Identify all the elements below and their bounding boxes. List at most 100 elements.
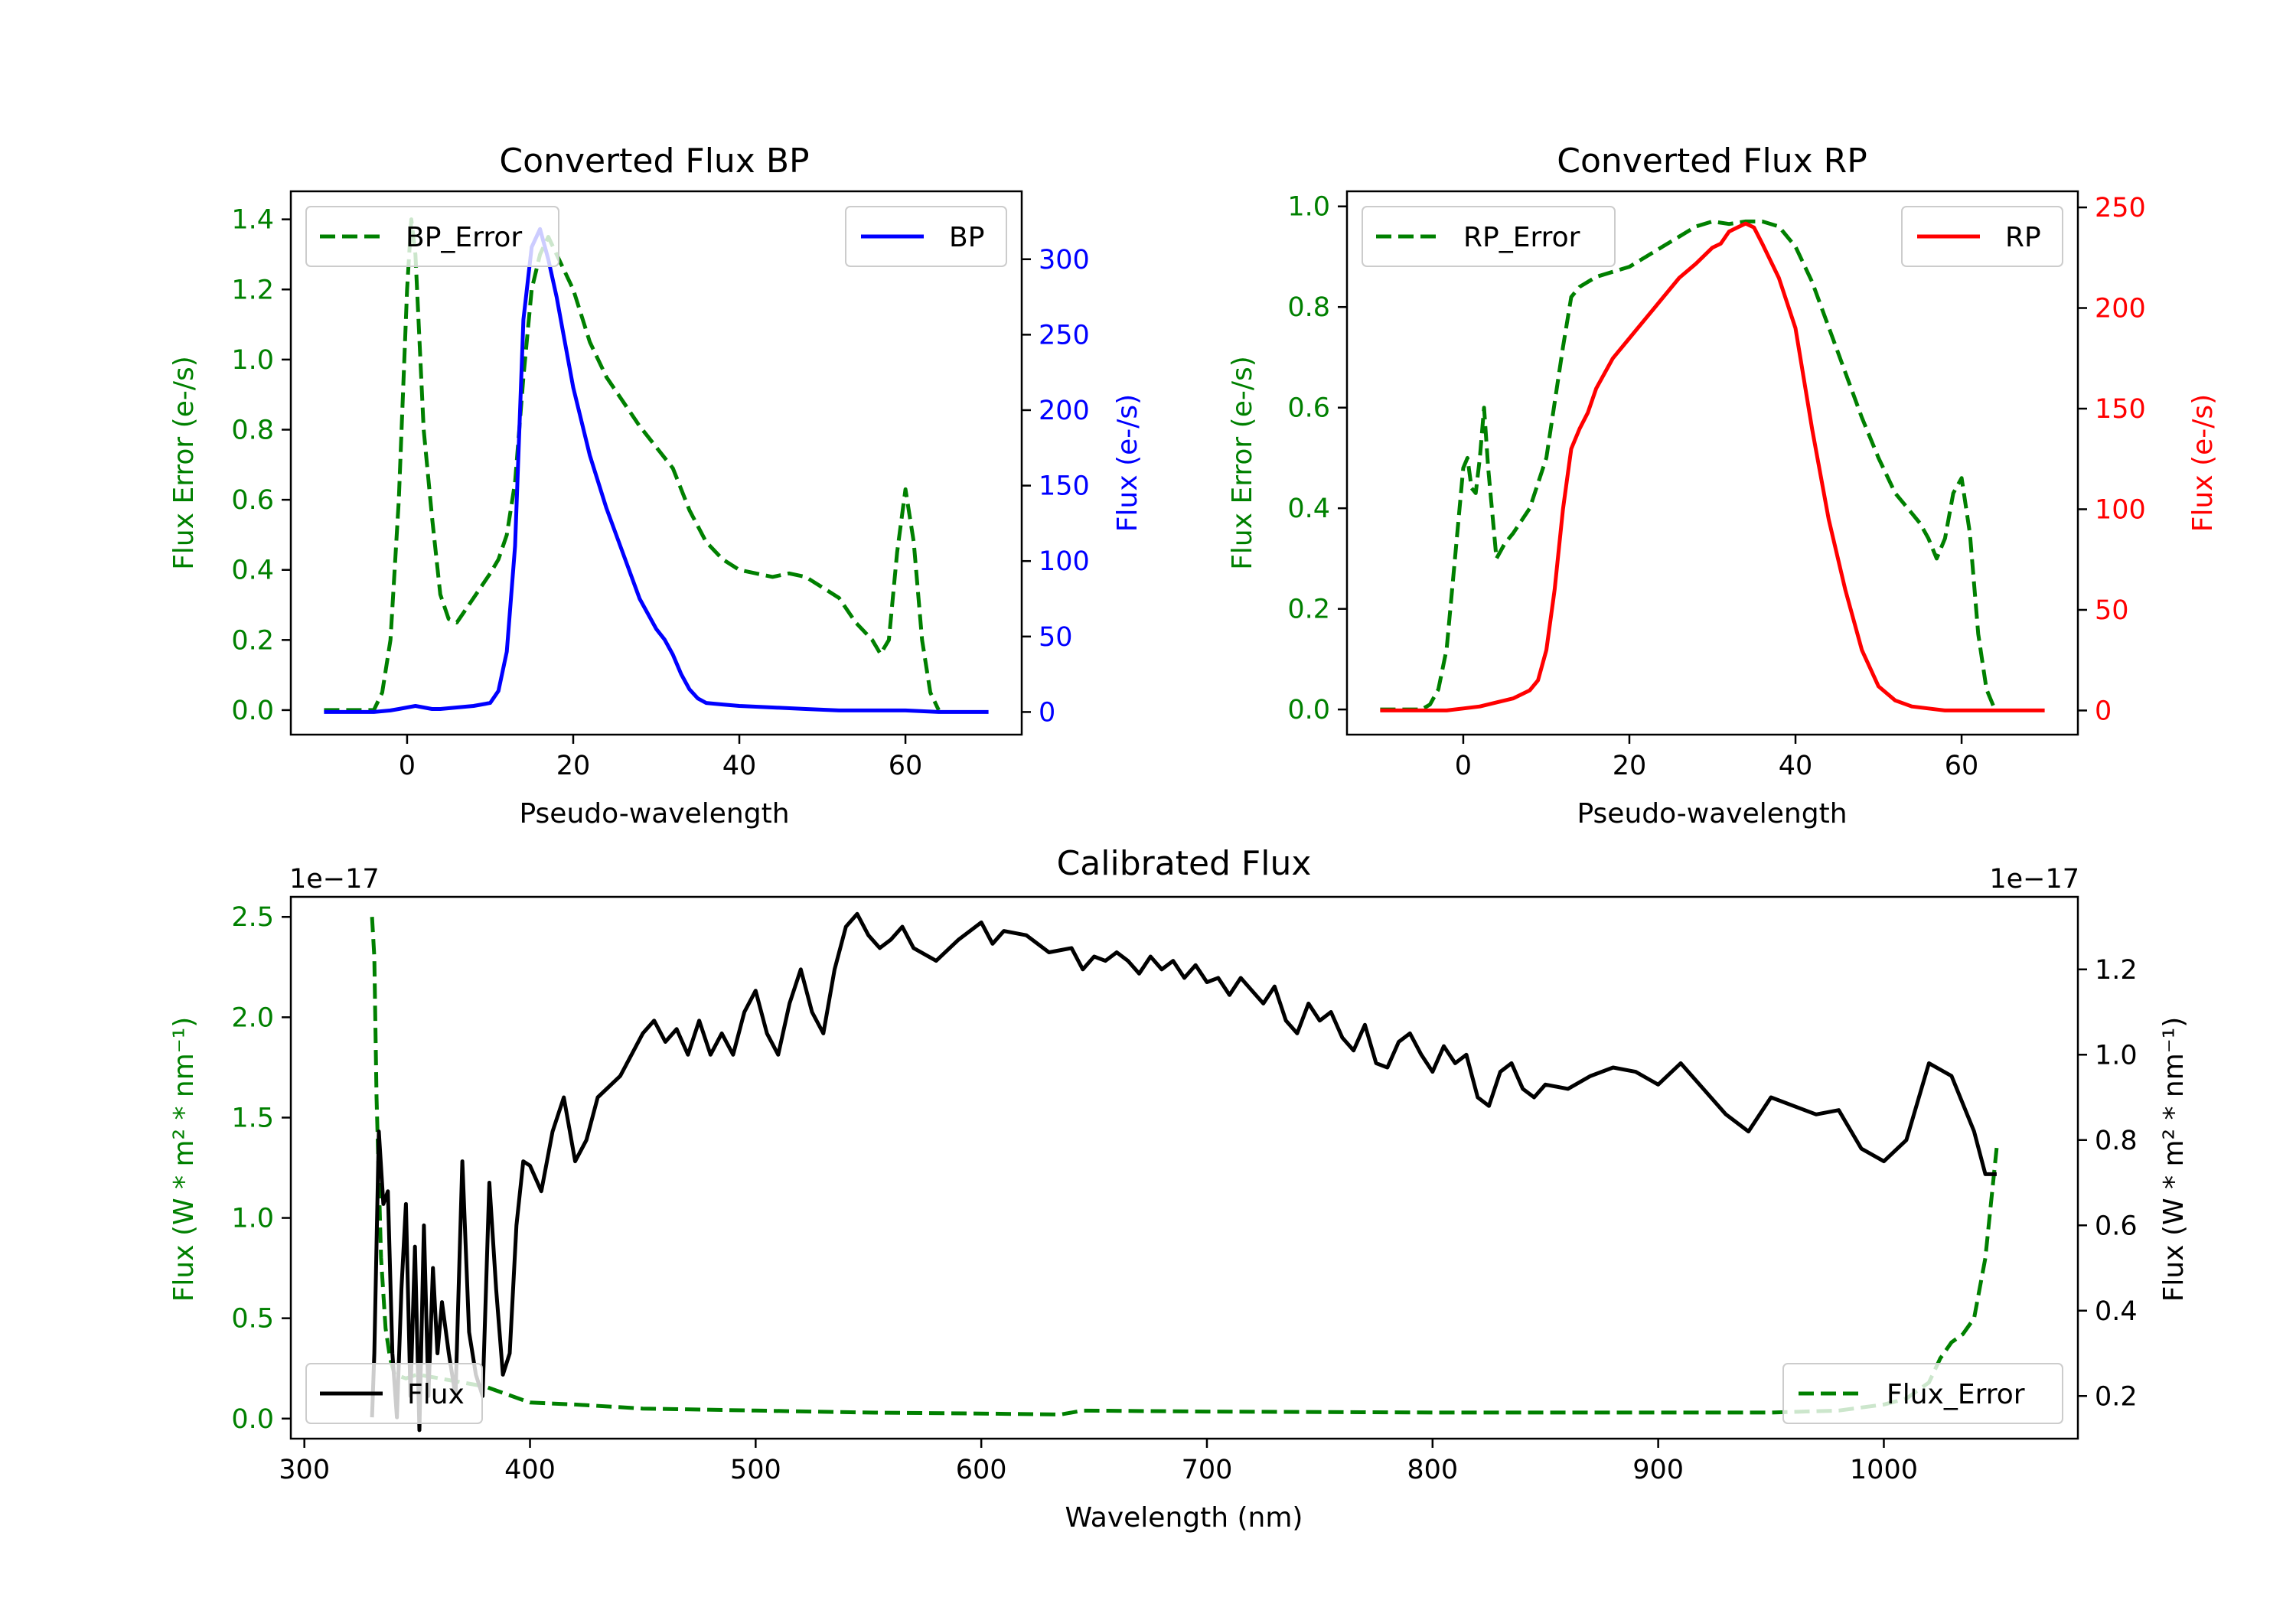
bp-series-bp (324, 227, 989, 714)
calibrated-ytick-right-label: 1.2 (2095, 955, 2138, 986)
calibrated-legend-flux: Flux (305, 1363, 483, 1424)
calibrated-legend-error-box (1782, 1363, 2063, 1424)
calibrated-axes-frame (289, 895, 2079, 1440)
rp-legend-error-label: RP_Error (1463, 222, 1580, 253)
bp-ytick-left-label: 1.0 (231, 345, 274, 376)
rp-legend-flux-box (1901, 206, 2063, 267)
calibrated-xtick-label: 1000 (1850, 1455, 1918, 1485)
calibrated-ytick-left-label: 0.0 (231, 1404, 274, 1435)
rp-ytick-left-label: 0.4 (1287, 494, 1330, 524)
bp-ytick-right-label: 150 (1039, 471, 1090, 502)
rp-legend-flux: RP (1901, 206, 2063, 267)
rp-xtick-label: 40 (1779, 751, 1813, 781)
rp-ytick-left-label: 0.8 (1287, 292, 1330, 323)
bp-title: Converted Flux BP (499, 142, 809, 181)
calibrated-title: Calibrated Flux (1057, 844, 1312, 883)
bp-ytick-left-label: 0.4 (231, 556, 274, 586)
rp-series-rp-error (1380, 219, 1997, 712)
bp-xtick-label: 0 (399, 751, 416, 781)
calibrated-legend-flux-label: Flux (407, 1379, 465, 1410)
bp-legend-error-box (305, 206, 559, 267)
rp-xtick-label: 60 (1945, 751, 1979, 781)
rp-xtick-label: 20 (1613, 751, 1647, 781)
calibrated-legend-flux-box (305, 1363, 483, 1424)
bp-ytick-left-label: 1.4 (231, 205, 274, 236)
bp-legend-flux-label: BP (949, 222, 984, 253)
calibrated-ytick-left-label: 2.5 (231, 902, 274, 933)
bp-panel: Converted Flux BP Pseudo-wavelength Flux… (168, 142, 1143, 830)
bp-ylabel-right: Flux (e-/s) (1112, 394, 1143, 532)
bp-ytick-left-label: 0.8 (231, 415, 274, 445)
rp-ytick-left-label: 0.2 (1287, 595, 1330, 625)
calibrated-xlabel: Wavelength (nm) (1065, 1502, 1303, 1534)
calibrated-xtick-label: 800 (1407, 1455, 1458, 1485)
bp-ytick-right-label: 50 (1039, 622, 1073, 653)
rp-title: Converted Flux RP (1557, 142, 1867, 181)
rp-ytick-right-label: 100 (2095, 494, 2146, 525)
rp-ytick-left-label: 0.0 (1287, 695, 1330, 725)
rp-ytick-right-label: 200 (2095, 294, 2146, 324)
bp-ytick-right-label: 300 (1039, 245, 1090, 275)
bp-ylabel-left: Flux Error (e-/s) (168, 356, 200, 570)
calibrated-legend-error: Flux_Error (1782, 1363, 2063, 1424)
calibrated-ytick-right-label: 0.6 (2095, 1211, 2138, 1241)
calibrated-ytick-right-label: 0.8 (2095, 1126, 2138, 1156)
bp-plot-layer: 0 20 40 60 0.0 0.2 0.4 0.6 0.8 1.0 1.2 1.4 0 50 100 150… (231, 205, 1089, 781)
calibrated-ytick-left-label: 2.0 (231, 1002, 274, 1033)
calibrated-ytick-right-label: 0.2 (2095, 1381, 2138, 1412)
bp-xlabel: Pseudo-wavelength (519, 798, 789, 830)
calibrated-ytick-right-label: 0.4 (2095, 1296, 2138, 1327)
rp-legend-error-box (1362, 206, 1616, 267)
calibrated-xtick-label: 500 (730, 1455, 781, 1485)
rp-xtick-label: 0 (1455, 751, 1472, 781)
calibrated-ytick-left-label: 1.0 (231, 1204, 274, 1234)
calibrated-ytick-right-label: 1.0 (2095, 1040, 2138, 1071)
bp-legend-flux: BP (845, 206, 1007, 267)
bp-series-bp-error (324, 217, 941, 712)
calibrated-ytick-left-label: 0.5 (231, 1304, 274, 1335)
calibrated-panel: Calibrated Flux Wavelength (nm) Flux (W … (168, 844, 2190, 1534)
calibrated-plot-layer: 300 400 500 600 700 800 900 1000 0.0 0.5 1.0 1.5 2.0… (231, 902, 2137, 1485)
rp-plot-layer: 0 20 40 60 0.0 0.2 0.4 0.6 0.8 1.0 0 50 100 150 200 250 (1287, 192, 2145, 781)
calibrated-legend-error-label: Flux_Error (1887, 1379, 2025, 1410)
calibrated-ylabel-left: Flux (W * m² * nm⁻¹) (168, 1017, 200, 1302)
bp-axes-frame (289, 190, 1023, 736)
rp-ytick-right-label: 250 (2095, 193, 2146, 223)
rp-ytick-right-label: 50 (2095, 595, 2129, 626)
calibrated-xtick-label: 300 (279, 1455, 330, 1485)
rp-legend-flux-label: RP (2005, 222, 2041, 253)
bp-xtick-label: 60 (889, 751, 923, 781)
rp-ytick-right-label: 0 (2095, 696, 2112, 726)
bp-legend-error: BP_Error (305, 206, 559, 267)
calibrated-xtick-label: 900 (1632, 1455, 1684, 1485)
rp-ylabel-left: Flux Error (e-/s) (1227, 356, 1258, 570)
calibrated-ytick-left-label: 1.5 (231, 1103, 274, 1133)
bp-legend-flux-box (845, 206, 1007, 267)
rp-xlabel: Pseudo-wavelength (1577, 798, 1847, 830)
rp-ytick-right-label: 150 (2095, 394, 2146, 425)
rp-axes-frame (1345, 190, 2079, 736)
calibrated-offset-right: 1e−17 (1989, 864, 2079, 895)
bp-ytick-left-label: 1.2 (231, 275, 274, 305)
bp-ytick-right-label: 0 (1039, 697, 1055, 728)
rp-legend-error: RP_Error (1362, 206, 1616, 267)
calibrated-xtick-label: 600 (956, 1455, 1007, 1485)
calibrated-xtick-label: 400 (504, 1455, 556, 1485)
rp-panel: Converted Flux RP Pseudo-wavelength Flux… (1227, 142, 2219, 830)
bp-ytick-left-label: 0.0 (231, 696, 274, 726)
bp-ytick-right-label: 200 (1039, 396, 1090, 426)
calibrated-xtick-label: 700 (1182, 1455, 1233, 1485)
rp-ylabel-right: Flux (e-/s) (2187, 394, 2219, 532)
bp-ytick-left-label: 0.6 (231, 485, 274, 516)
calibrated-offset-left: 1e−17 (289, 864, 380, 895)
rp-series-rp (1380, 221, 2045, 712)
bp-xtick-label: 40 (722, 751, 757, 781)
rp-ytick-left-label: 1.0 (1287, 192, 1330, 223)
bp-xtick-label: 20 (556, 751, 591, 781)
bp-ytick-right-label: 100 (1039, 546, 1090, 577)
bp-legend-error-label: BP_Error (406, 222, 522, 253)
bp-ytick-right-label: 250 (1039, 320, 1090, 350)
rp-ytick-left-label: 0.6 (1287, 393, 1330, 424)
